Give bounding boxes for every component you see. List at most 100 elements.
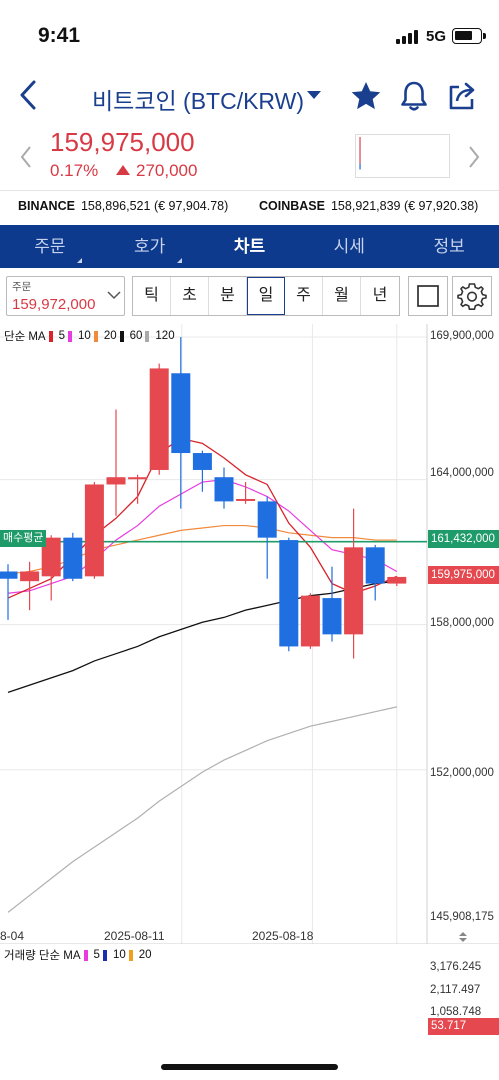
candle-body	[344, 547, 364, 635]
order-price-dropdown[interactable]: 주문 159,972,000	[6, 276, 125, 316]
tab-chart[interactable]: 차트	[200, 225, 300, 268]
period-selector: 틱 초 분 일 주 월 년	[132, 276, 400, 316]
status-time: 9:41	[38, 24, 81, 47]
change-percent: 0.17%	[50, 161, 99, 180]
home-indicator	[161, 1064, 338, 1070]
period-second[interactable]: 초	[171, 277, 209, 315]
tab-label: 차트	[233, 237, 266, 256]
ma-legend-item: 120	[155, 330, 175, 342]
order-label: 주문	[12, 281, 32, 293]
candle-body	[387, 576, 407, 584]
battery-icon	[452, 28, 486, 44]
mini-chart	[355, 134, 450, 178]
candle-body	[257, 501, 277, 538]
ma120-swatch	[145, 330, 150, 342]
vol-ma5-swatch	[83, 949, 88, 961]
chevron-down-icon	[107, 291, 121, 300]
y-tick-label: 169,900,000	[430, 330, 494, 342]
square-icon	[417, 285, 439, 307]
y-tick-label: 158,000,000	[430, 617, 494, 629]
exchange-name: BINANCE	[18, 199, 75, 213]
ma-legend-label: 단순 MA	[4, 331, 46, 343]
volume-tick-label: 3,176.245	[430, 961, 482, 973]
candle-body	[106, 477, 126, 485]
candle-body	[63, 537, 83, 579]
tab-orderbook[interactable]: 호가	[100, 225, 200, 268]
candle-body	[279, 540, 299, 647]
x-tick-label: 8-04	[0, 929, 25, 943]
tab-order[interactable]: 주문	[0, 225, 100, 268]
tab-label: 주문	[34, 237, 66, 256]
page-title[interactable]: 비트코인 (BTC/KRW)	[92, 88, 304, 114]
volume-legend: 거래량 단순 MA 5 10 20	[4, 947, 152, 963]
ma60-line	[7, 580, 397, 693]
corner-triangle-icon	[176, 258, 182, 263]
tab-bar: 주문 호가 차트 시세 정보	[0, 225, 499, 268]
ma20-swatch	[93, 330, 98, 342]
exchange-coinbase: COINBASE 158,921,839 (€ 97,920.38)	[259, 199, 478, 213]
updown-icon[interactable]	[456, 930, 470, 944]
y-tick-label: 164,000,000	[430, 467, 494, 479]
candle-body	[300, 595, 320, 647]
candle-body	[214, 477, 234, 502]
corner-triangle-icon	[76, 258, 82, 263]
fullscreen-button[interactable]	[408, 276, 448, 316]
share-icon[interactable]	[446, 80, 478, 112]
order-value: 159,972,000	[12, 296, 96, 313]
avg-buy-label: 매수평균	[0, 530, 47, 547]
candle-body	[20, 571, 40, 582]
ma5-swatch	[48, 330, 53, 342]
exchange-value: 158,896,521 (€ 97,904.78)	[80, 199, 229, 213]
vol-ma10-swatch	[102, 949, 107, 961]
volume-tick-label: 1,058.748	[430, 1006, 482, 1018]
exchange-binance: BINANCE 158,896,521 (€ 97,904.78)	[18, 199, 228, 213]
ma10-swatch	[68, 330, 73, 342]
ma-legend-item: 60	[129, 330, 143, 342]
candle-body	[41, 537, 61, 577]
ma-legend: 단순 MA 5 10 20 60 120	[4, 328, 175, 344]
network-label: 5G	[426, 28, 447, 45]
period-year[interactable]: 년	[372, 287, 388, 304]
period-month[interactable]: 월	[323, 277, 361, 315]
candle-body	[0, 571, 18, 579]
period-week[interactable]: 주	[285, 277, 323, 315]
tab-market[interactable]: 시세	[299, 225, 399, 268]
chart-settings-button[interactable]	[452, 276, 492, 316]
price-chart[interactable]	[0, 324, 499, 944]
ma60-swatch	[119, 330, 124, 342]
period-tick[interactable]: 틱	[133, 277, 171, 315]
candle-body	[365, 547, 385, 584]
gear-icon	[457, 283, 487, 310]
x-tick-label: 2025-08-18	[252, 929, 314, 943]
period-day[interactable]: 일	[247, 277, 285, 315]
volume-legend-label: 거래량 단순 MA	[4, 950, 81, 962]
candle-body	[171, 373, 191, 454]
volume-tick-label: 2,117.497	[430, 984, 481, 996]
back-icon[interactable]	[14, 78, 44, 112]
period-minute[interactable]: 분	[209, 277, 247, 315]
avg-buy-price-tag: 161,432,000	[428, 530, 499, 548]
vol-legend-item: 5	[93, 949, 100, 961]
price-summary: 159,975,000 0.17% 270,000	[0, 124, 499, 190]
last-price-tag: 159,975,000	[428, 566, 499, 584]
divider	[0, 190, 499, 191]
next-coin-icon[interactable]	[466, 144, 482, 170]
bell-icon[interactable]	[398, 80, 430, 112]
ma-legend-item: 10	[78, 330, 91, 342]
candle-body	[84, 484, 104, 577]
vol-legend-item: 10	[112, 949, 126, 961]
candle-body	[128, 477, 148, 480]
exchange-value: 158,921,839 (€ 97,920.38)	[330, 199, 479, 213]
app-header: 비트코인 (BTC/KRW)	[0, 70, 499, 122]
ma120-line	[7, 706, 397, 913]
tab-info[interactable]: 정보	[399, 225, 499, 268]
tab-label: 정보	[433, 237, 465, 256]
x-tick-label: 2025-08-11	[104, 929, 165, 943]
tab-label: 시세	[333, 237, 365, 256]
ma-legend-item: 20	[103, 330, 117, 342]
chevron-down-icon[interactable]	[307, 91, 321, 99]
candle-body	[322, 598, 342, 635]
prev-coin-icon[interactable]	[18, 144, 34, 170]
star-icon[interactable]	[350, 80, 382, 112]
y-tick-label: 145,908,175	[430, 911, 494, 923]
